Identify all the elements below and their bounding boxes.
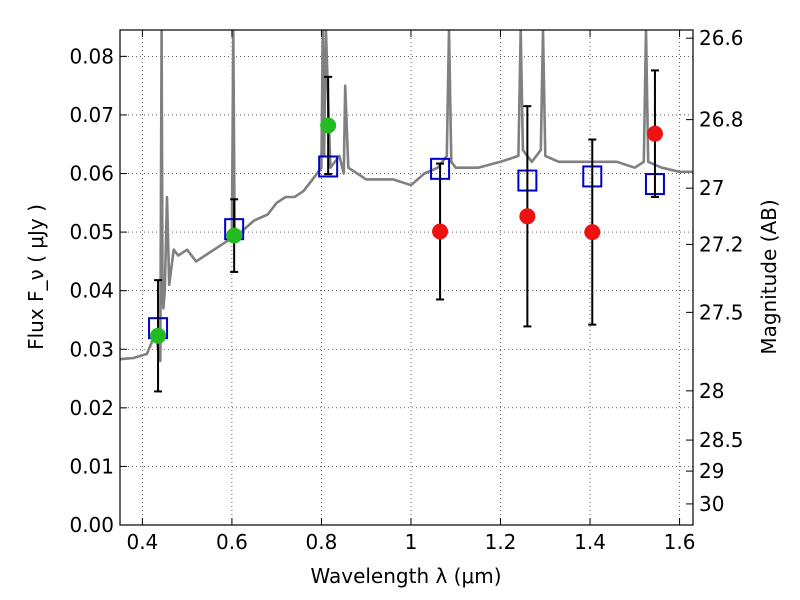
y2-tick-label: 28.5: [699, 428, 744, 452]
photometry-points: [150, 117, 663, 344]
photometry-point: [432, 223, 449, 240]
y-tick-label: 0.06: [69, 162, 114, 186]
y-tick-label: 0.03: [69, 337, 114, 361]
y-tick-label: 0.04: [69, 279, 114, 303]
x-tick-label: 0.8: [306, 530, 338, 554]
y-tick-label: 0.01: [69, 454, 114, 478]
y2-tick-label: 27.5: [699, 300, 744, 324]
photometry-point: [584, 224, 601, 241]
y2-tick-label: 26.6: [699, 26, 744, 50]
x-tick-label: 1.6: [664, 530, 696, 554]
x-axis-label: Wavelength λ (μm): [310, 564, 501, 588]
x-tick-label: 1.4: [574, 530, 606, 554]
y2-tick-label: 28: [699, 379, 724, 403]
photometry-point: [320, 117, 337, 134]
y2-tick-label: 27.2: [699, 232, 744, 256]
x-tick-label: 1: [405, 530, 418, 554]
y2-tick-label: 27: [699, 176, 724, 200]
grid: [120, 30, 693, 526]
spectrum-line: [120, 30, 693, 363]
x-tick-label: 0.6: [216, 530, 248, 554]
photometry-point: [519, 208, 536, 225]
y2-axis-label: Magnitude (AB): [757, 199, 781, 354]
spectrum-series: [120, 30, 693, 363]
y-tick-label: 0.05: [69, 220, 114, 244]
y-tick-label: 0.00: [69, 513, 114, 537]
y-tick-label: 0.02: [69, 396, 114, 420]
y2-tick-label: 29: [699, 459, 724, 483]
x-tick-label: 1.2: [485, 530, 517, 554]
tick-labels: 0.4 0.6 0.8 1 1.2 1.4 1.6 0.00 0.01 0.02 0.03 0.04 0…: [69, 26, 743, 554]
x-tick-label: 0.4: [126, 530, 158, 554]
y-tick-label: 0.07: [69, 103, 114, 127]
photometry-point: [150, 327, 167, 344]
photometry-point: [646, 125, 663, 142]
y-axis-label: Flux F_ν ( μJy ): [24, 204, 48, 350]
axis-ticks: [120, 30, 693, 526]
y2-tick-label: 26.8: [699, 108, 744, 132]
plot-area: [120, 30, 693, 393]
plot-frame: [119, 29, 694, 526]
y2-tick-label: 30: [699, 492, 724, 516]
y-tick-label: 0.08: [69, 44, 114, 68]
photometry-point: [226, 227, 243, 244]
